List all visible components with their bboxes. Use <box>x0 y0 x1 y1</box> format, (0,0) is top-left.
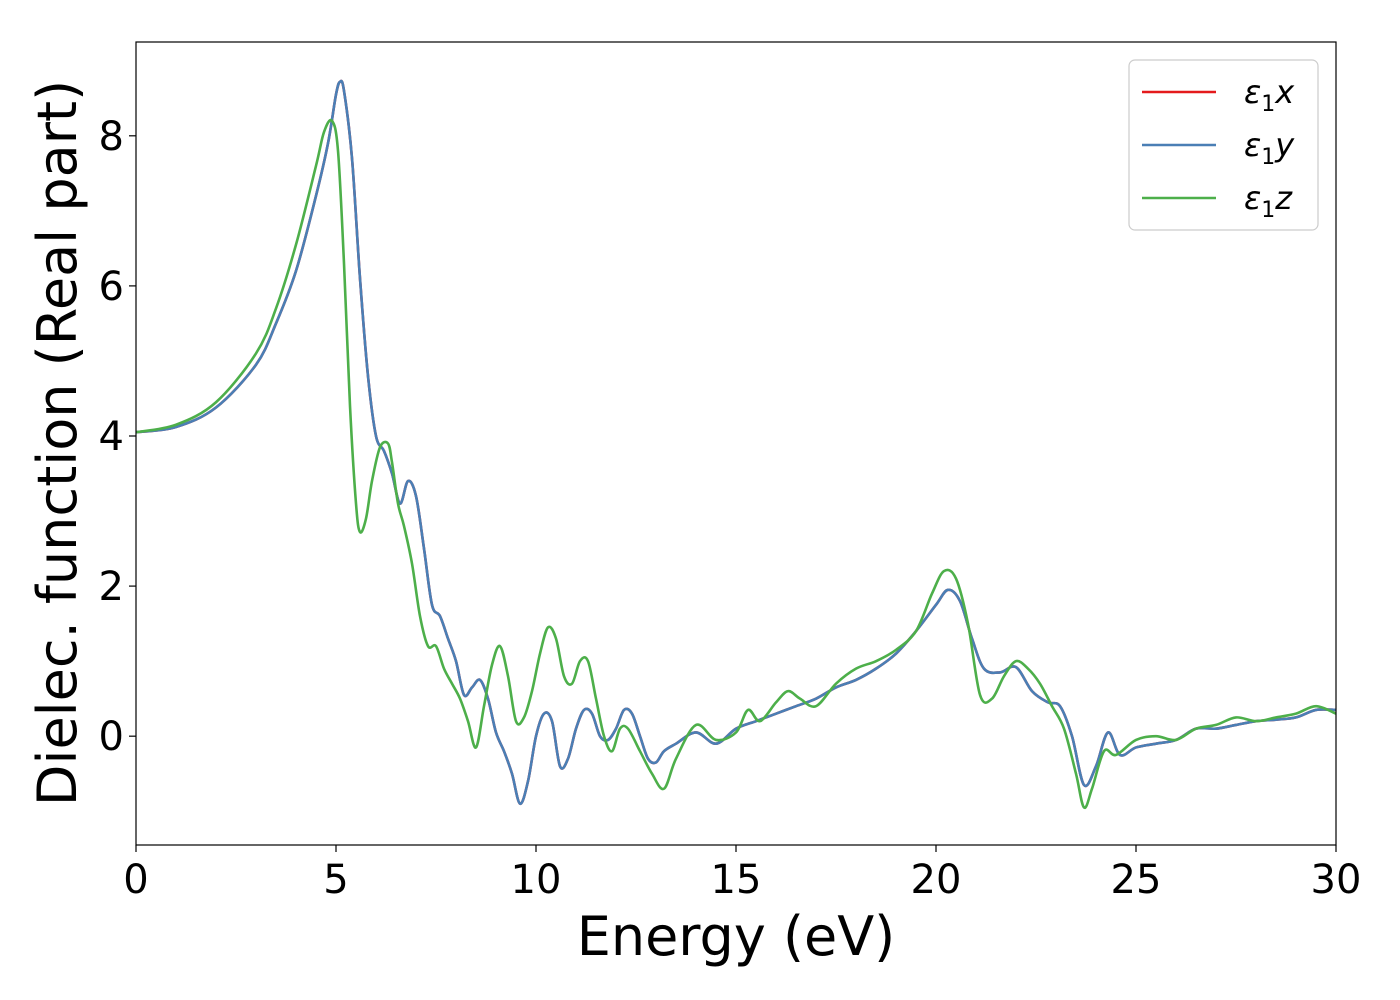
legend-box <box>1128 59 1319 231</box>
legend-label-z: ε1z <box>1244 179 1293 223</box>
legend-label-x: ε1x <box>1244 73 1295 117</box>
y-tick-label: 2 <box>99 564 124 610</box>
legend-items: ε1x ε1y ε1z <box>1142 73 1295 223</box>
x-tick-label: 10 <box>511 857 562 903</box>
x-tick-label: 30 <box>1311 857 1362 903</box>
legend-label-y: ε1y <box>1244 126 1295 170</box>
y-axis-label: Dielec. function (Real part) <box>26 80 89 806</box>
y-tick-label: 0 <box>99 714 124 760</box>
x-tick-label: 20 <box>911 857 962 903</box>
legend: ε1x ε1y ε1z <box>1128 59 1319 231</box>
y-tick-label: 6 <box>99 264 124 310</box>
x-axis-label: Energy (eV) <box>577 905 896 968</box>
x-tick-label: 5 <box>323 857 348 903</box>
x-tick-label: 0 <box>123 857 148 903</box>
series-line-y <box>136 79 1336 806</box>
series-layer <box>136 79 1336 810</box>
y-tick-label: 4 <box>99 414 124 460</box>
tick-layer: 0 5 10 15 20 25 30 0 2 4 6 8 <box>99 114 1362 903</box>
x-tick-label: 25 <box>1111 857 1162 903</box>
x-tick-label: 15 <box>711 857 762 903</box>
series-line-z <box>136 118 1336 810</box>
y-tick-label: 8 <box>99 114 124 160</box>
